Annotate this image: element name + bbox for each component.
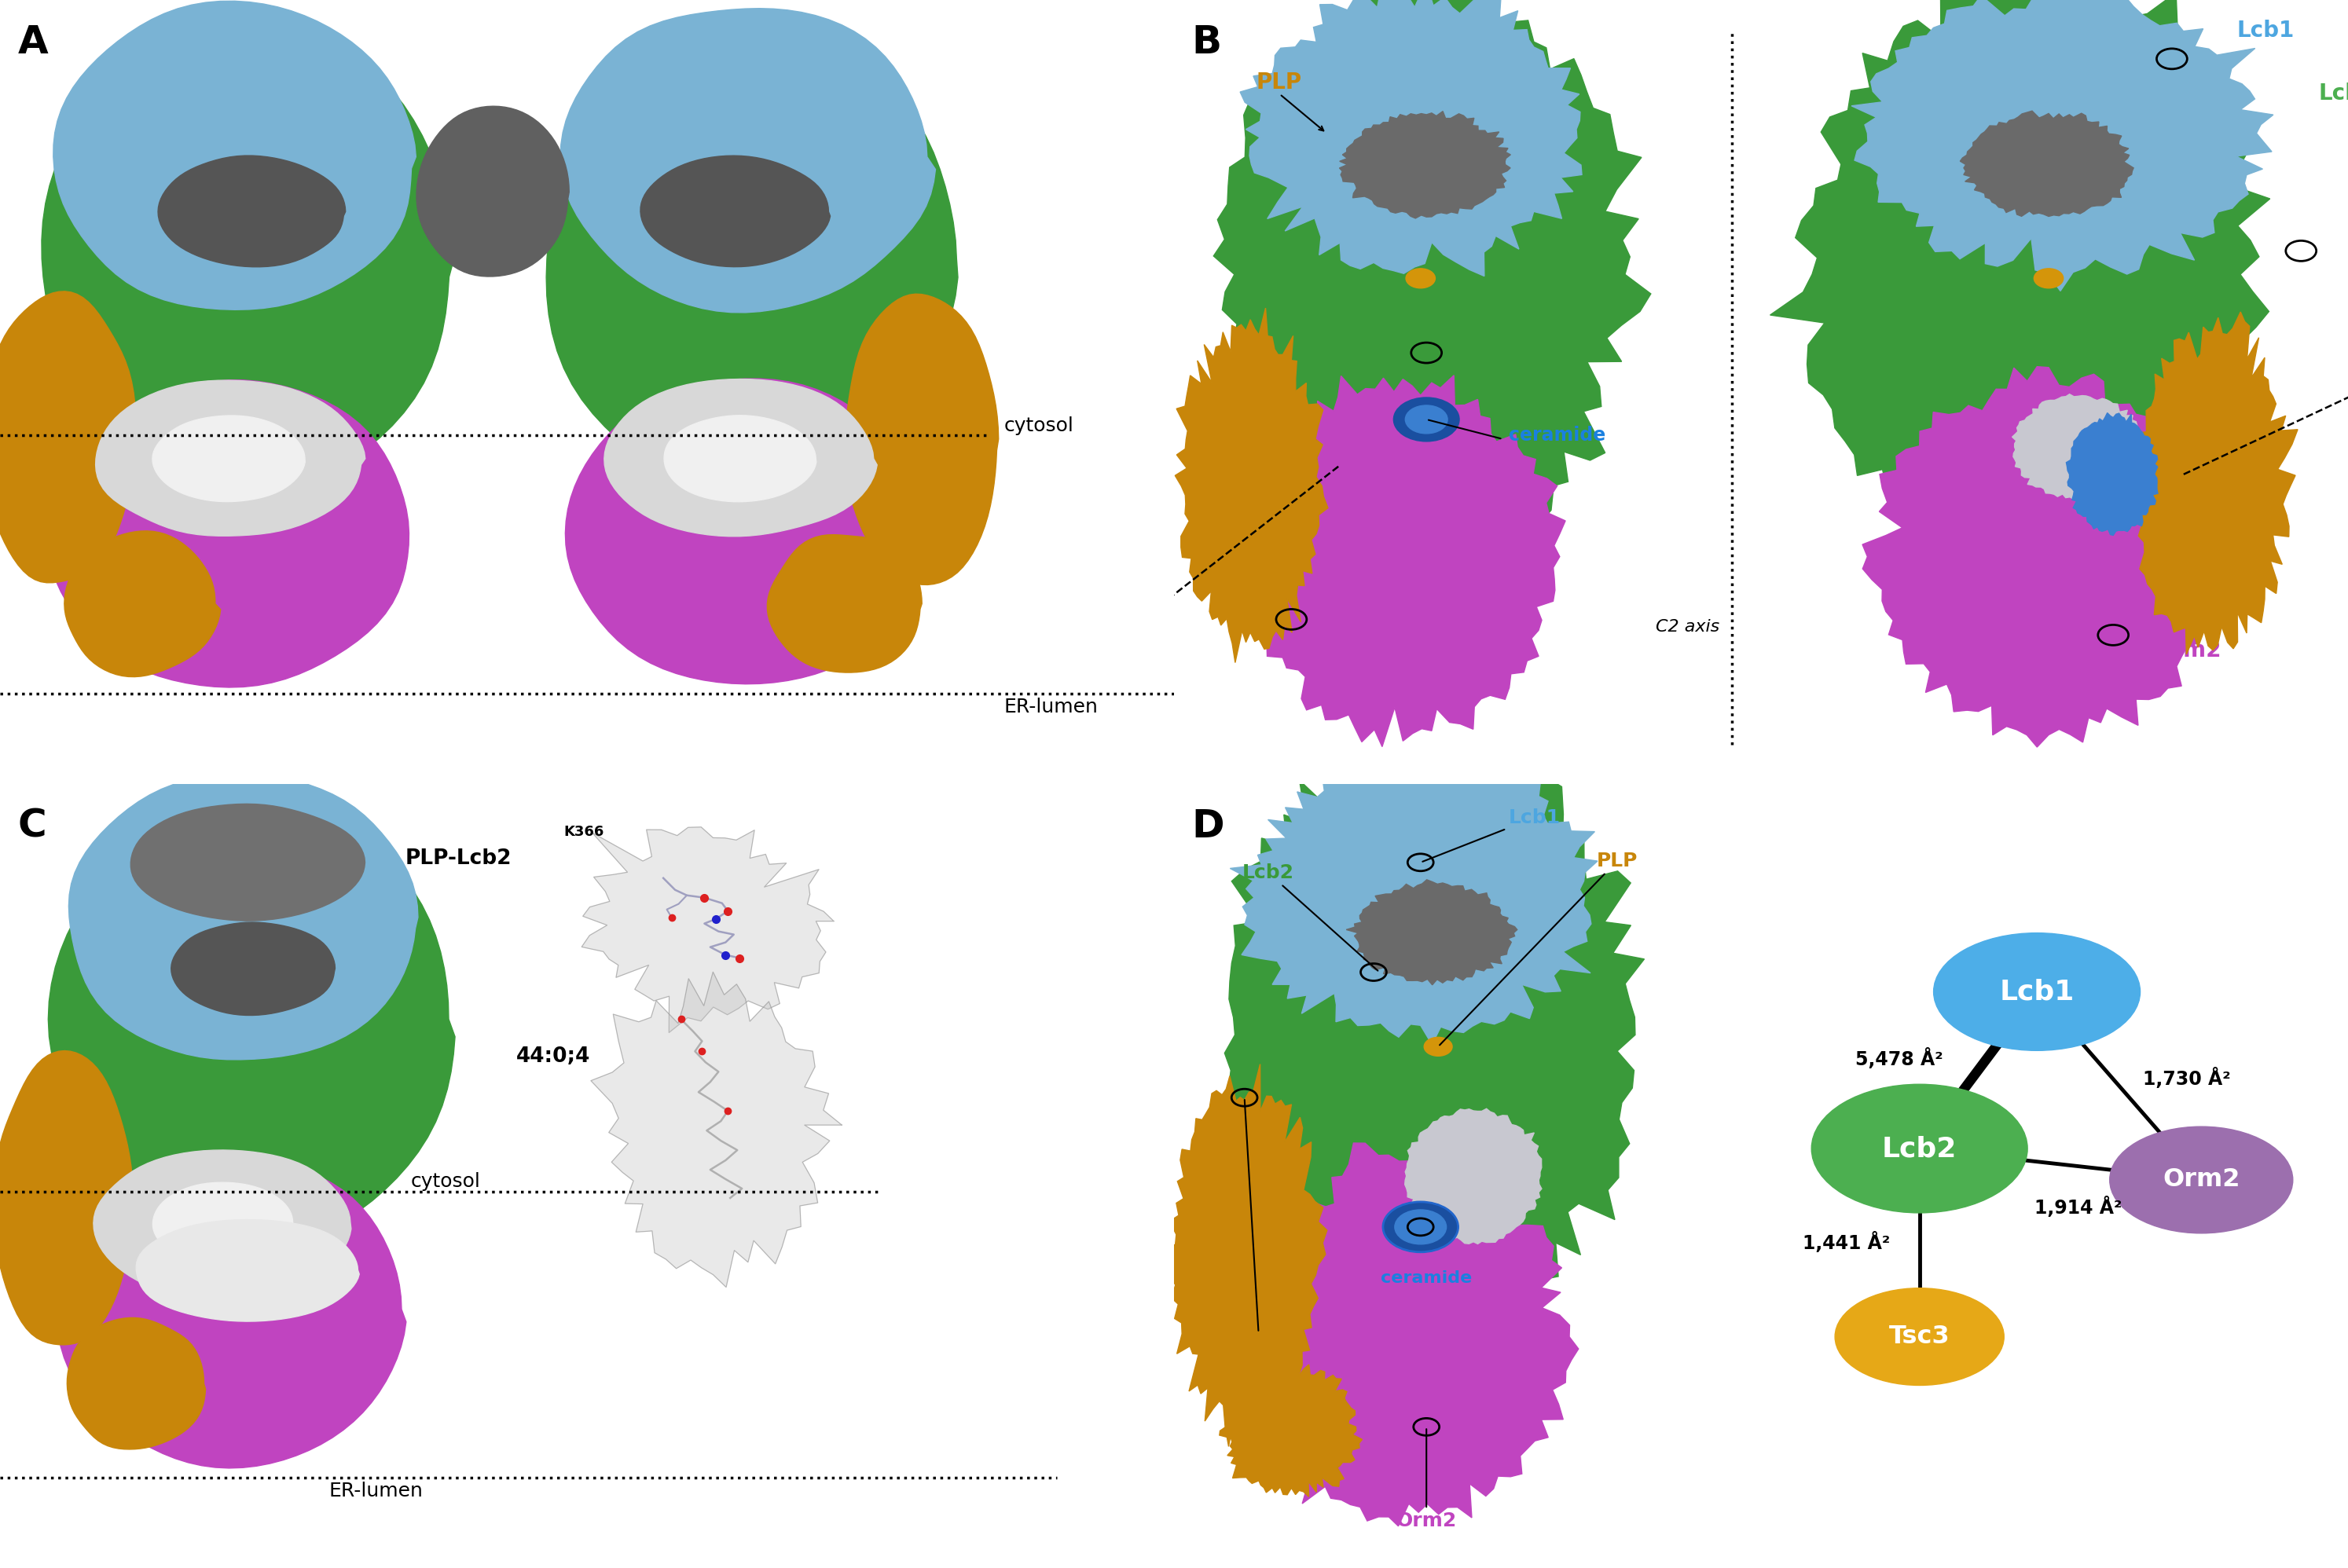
Ellipse shape — [1406, 268, 1435, 289]
Polygon shape — [1853, 0, 2273, 292]
Polygon shape — [54, 2, 416, 310]
Text: Tsc3: Tsc3 — [1249, 502, 1303, 525]
Text: 1,914 Å²: 1,914 Å² — [2033, 1196, 2123, 1218]
Polygon shape — [664, 416, 817, 502]
Text: Orm2: Orm2 — [2153, 640, 2221, 662]
Ellipse shape — [1813, 1085, 2026, 1214]
Text: PLP: PLP — [1256, 71, 1301, 94]
Ellipse shape — [2109, 1126, 2292, 1232]
Circle shape — [1392, 397, 1460, 442]
Text: K366: K366 — [564, 825, 603, 839]
Polygon shape — [1240, 0, 1583, 276]
Polygon shape — [56, 1156, 406, 1468]
Polygon shape — [1219, 1364, 1362, 1497]
Text: cytosol: cytosol — [411, 1171, 481, 1192]
Text: B: B — [1193, 24, 1221, 61]
Polygon shape — [68, 773, 418, 1060]
Text: D: D — [1193, 808, 1223, 845]
Ellipse shape — [1935, 933, 2141, 1051]
Polygon shape — [1345, 880, 1517, 985]
Ellipse shape — [1423, 1038, 1451, 1057]
Ellipse shape — [1836, 1289, 2005, 1386]
Text: Lcb1: Lcb1 — [2000, 978, 2073, 1005]
Text: 1,730 Å²: 1,730 Å² — [2141, 1068, 2231, 1088]
Polygon shape — [845, 293, 998, 585]
Polygon shape — [1174, 307, 1329, 663]
Text: Lcb1: Lcb1 — [1423, 808, 1561, 861]
Circle shape — [1404, 406, 1446, 434]
Polygon shape — [1404, 1109, 1543, 1243]
Polygon shape — [416, 107, 568, 276]
Text: C: C — [19, 808, 47, 845]
Text: GDN: GDN — [1456, 1168, 1491, 1184]
Polygon shape — [547, 24, 958, 494]
Polygon shape — [131, 804, 364, 920]
Polygon shape — [641, 155, 831, 267]
Polygon shape — [157, 155, 345, 267]
Polygon shape — [1230, 743, 1597, 1044]
Text: Lcb2: Lcb2 — [2317, 83, 2348, 105]
Polygon shape — [592, 972, 843, 1287]
Text: ER-lumen: ER-lumen — [329, 1482, 423, 1501]
Text: Lcb1: Lcb1 — [2235, 20, 2294, 42]
Polygon shape — [49, 800, 456, 1242]
Polygon shape — [171, 922, 336, 1016]
Ellipse shape — [2033, 268, 2064, 289]
Polygon shape — [1862, 367, 2242, 746]
Polygon shape — [1226, 723, 1644, 1330]
Text: PLP-Lcb2: PLP-Lcb2 — [404, 848, 512, 869]
Polygon shape — [1338, 111, 1510, 218]
Polygon shape — [1214, 0, 1651, 568]
Polygon shape — [1160, 1065, 1327, 1447]
Text: Lcb2: Lcb2 — [1242, 862, 1378, 971]
Text: GDN: GDN — [2047, 470, 2090, 486]
Polygon shape — [136, 1220, 359, 1322]
Text: Orm2: Orm2 — [2163, 1168, 2240, 1192]
Text: 5,478 Å²: 5,478 Å² — [1855, 1047, 1944, 1069]
Polygon shape — [153, 416, 305, 502]
Polygon shape — [49, 379, 409, 687]
Text: Tsc3: Tsc3 — [1244, 1339, 1291, 1358]
Text: C2 axis: C2 axis — [1655, 619, 1719, 635]
Circle shape — [1395, 1210, 1446, 1245]
Polygon shape — [561, 8, 935, 312]
Text: ceramide: ceramide — [1381, 1270, 1472, 1286]
Polygon shape — [94, 1149, 352, 1297]
Polygon shape — [63, 532, 221, 677]
Polygon shape — [0, 1051, 134, 1345]
Text: A: A — [19, 24, 47, 61]
Polygon shape — [768, 535, 923, 673]
Polygon shape — [42, 24, 453, 495]
Polygon shape — [603, 379, 878, 536]
Polygon shape — [2012, 394, 2144, 500]
Text: PLP: PLP — [1439, 851, 1639, 1044]
Text: ceramide: ceramide — [1507, 425, 1606, 445]
Text: Orm2: Orm2 — [1397, 1512, 1456, 1530]
Polygon shape — [1961, 111, 2134, 216]
Polygon shape — [1770, 0, 2271, 588]
Circle shape — [1383, 1201, 1458, 1251]
Text: Tsc3: Tsc3 — [1890, 1325, 1949, 1348]
Text: 1,441 Å²: 1,441 Å² — [1803, 1232, 1890, 1253]
Polygon shape — [582, 826, 834, 1033]
Polygon shape — [566, 379, 925, 684]
Polygon shape — [1242, 1143, 1578, 1526]
Polygon shape — [96, 381, 366, 536]
Polygon shape — [1244, 375, 1566, 746]
Text: ER-lumen: ER-lumen — [1003, 698, 1099, 717]
Polygon shape — [2132, 312, 2299, 654]
Polygon shape — [2066, 412, 2158, 535]
Polygon shape — [68, 1317, 207, 1449]
Text: cytosol: cytosol — [1003, 416, 1073, 436]
Polygon shape — [0, 292, 136, 583]
Polygon shape — [153, 1182, 294, 1264]
Text: Lcb2: Lcb2 — [1883, 1135, 1956, 1162]
Text: 44:0;4: 44:0;4 — [517, 1046, 592, 1068]
